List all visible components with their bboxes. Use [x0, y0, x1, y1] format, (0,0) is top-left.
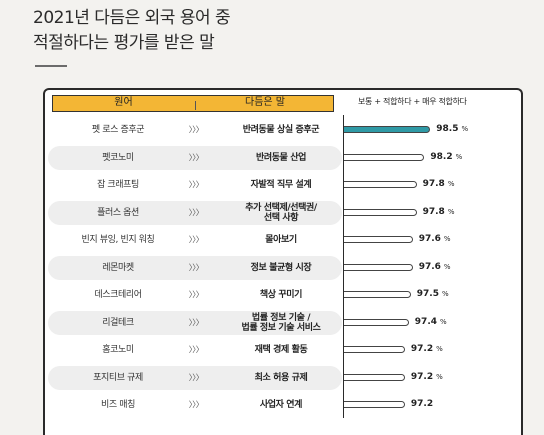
value-label: 98.2% — [430, 152, 462, 162]
arrow-icon: 〉〉〉 — [188, 235, 204, 244]
header-term: 원어 — [114, 97, 133, 108]
term-label: 데스크테리어 — [94, 290, 142, 300]
arrow-icon: 〉〉〉 — [188, 317, 204, 327]
arrow-icon: 〉〉〉 — [188, 125, 204, 134]
data-bar — [344, 181, 417, 188]
value-label: 97.8% — [423, 179, 455, 189]
data-bar — [344, 291, 411, 298]
value-unit: % — [443, 235, 451, 243]
value-unit: % — [447, 180, 455, 188]
arrow-icon: 〉〉〉 — [188, 400, 204, 409]
meaning-label: 법률 정보 기술 / 법률 정보 기술 서비스 — [241, 312, 321, 333]
value-unit: % — [447, 207, 455, 216]
data-bar — [344, 126, 431, 133]
value-number: 97.8 — [422, 179, 445, 189]
chart-title-line2: 적절하다는 평가를 받은 말 — [33, 33, 215, 53]
row-band — [48, 255, 342, 280]
value-label: 98.5% — [436, 124, 468, 134]
value-unit: % — [436, 372, 443, 381]
term-label: 플러스 옵션 — [97, 207, 139, 218]
term-label: 비즈 매칭 — [101, 400, 135, 410]
row-band — [48, 200, 342, 225]
header-meaning: 다듬은 말 — [245, 97, 285, 108]
arrow-icon: 〉〉〉 — [188, 262, 204, 272]
value-unit: % — [461, 125, 469, 133]
meaning-label: 정보 불균형 시장 — [250, 262, 312, 273]
arrow-icon: 〉〉〉 — [188, 372, 204, 382]
meaning-label: 반려동물 산업 — [255, 152, 306, 163]
arrow-icon: 〉〉〉 — [188, 345, 204, 354]
meaning-label: 몰아보기 — [265, 235, 297, 245]
arrow-icon: 〉〉〉 — [188, 180, 204, 189]
value-number: 97.6 — [418, 234, 441, 244]
term-label: 펫코노미 — [102, 152, 134, 163]
value-label: 97.8% — [423, 207, 455, 217]
chart-title-line1: 2021년 다듬은 외국 용어 중 — [33, 8, 231, 28]
meaning-label: 재택 경제 활동 — [254, 345, 308, 355]
term-label: 리걸테크 — [102, 317, 134, 328]
term-label: 펫 로스 증후군 — [91, 125, 145, 135]
term-label: 잡 크래프팅 — [97, 180, 139, 190]
data-bar — [344, 236, 413, 243]
meaning-label: 추가 선택제/선택권/선택 사항 — [245, 202, 317, 223]
term-label: 홈코노미 — [102, 345, 134, 355]
arrow-icon: 〉〉〉 — [188, 207, 204, 217]
data-bar — [344, 401, 405, 408]
data-bar — [344, 318, 409, 326]
value-number: 97.2 — [410, 399, 434, 409]
row-band — [48, 365, 342, 390]
value-unit: % — [455, 152, 463, 161]
value-unit: % — [441, 290, 449, 298]
table-header-divider — [195, 101, 196, 110]
value-label: 97.5% — [417, 289, 449, 299]
value-unit: % — [443, 262, 451, 271]
data-bar — [344, 208, 417, 216]
value-unit: % — [436, 345, 443, 353]
arrow-icon: 〉〉〉 — [188, 290, 204, 299]
table-header-bar — [52, 95, 334, 112]
arrow-icon: 〉〉〉 — [188, 152, 204, 162]
value-unit: % — [440, 317, 447, 326]
value-label: 97.2% — [411, 372, 443, 382]
data-bar — [344, 373, 405, 381]
meaning-label: 책상 꾸미기 — [259, 290, 303, 300]
legend-text: 보통 + 적합하다 + 매우 적합하다 — [358, 97, 467, 106]
data-bar — [344, 153, 425, 161]
value-label: 97.6% — [419, 262, 451, 272]
value-number: 97.2 — [410, 344, 434, 354]
term-label: 빈지 뷰잉, 빈지 워칭 — [81, 235, 155, 245]
row-band — [48, 310, 342, 335]
value-number: 98.5 — [436, 124, 459, 134]
meaning-label: 반려동물 상실 증후군 — [242, 125, 320, 135]
value-label: 97.4% — [415, 317, 447, 327]
value-number: 97.6 — [418, 261, 441, 272]
value-label: 97.2 — [411, 399, 433, 409]
value-number: 97.8 — [422, 206, 445, 217]
value-number: 97.2 — [410, 371, 434, 382]
value-number: 97.5 — [416, 289, 439, 299]
value-label: 97.2% — [411, 344, 443, 354]
row-band — [48, 145, 342, 170]
meaning-label: 사업자 연계 — [259, 400, 303, 410]
title-underline — [35, 65, 67, 67]
value-number: 97.4 — [414, 316, 438, 327]
data-bar — [344, 346, 405, 353]
data-bar — [344, 263, 413, 271]
term-label: 포지티브 규제 — [93, 372, 143, 383]
meaning-label: 자발적 직무 설계 — [250, 180, 312, 190]
term-label: 레몬마켓 — [102, 262, 134, 273]
value-label: 97.6% — [419, 234, 451, 244]
meaning-label: 최소 허용 규제 — [254, 372, 308, 383]
bar-axis — [343, 115, 344, 418]
value-number: 98.2 — [430, 151, 453, 162]
